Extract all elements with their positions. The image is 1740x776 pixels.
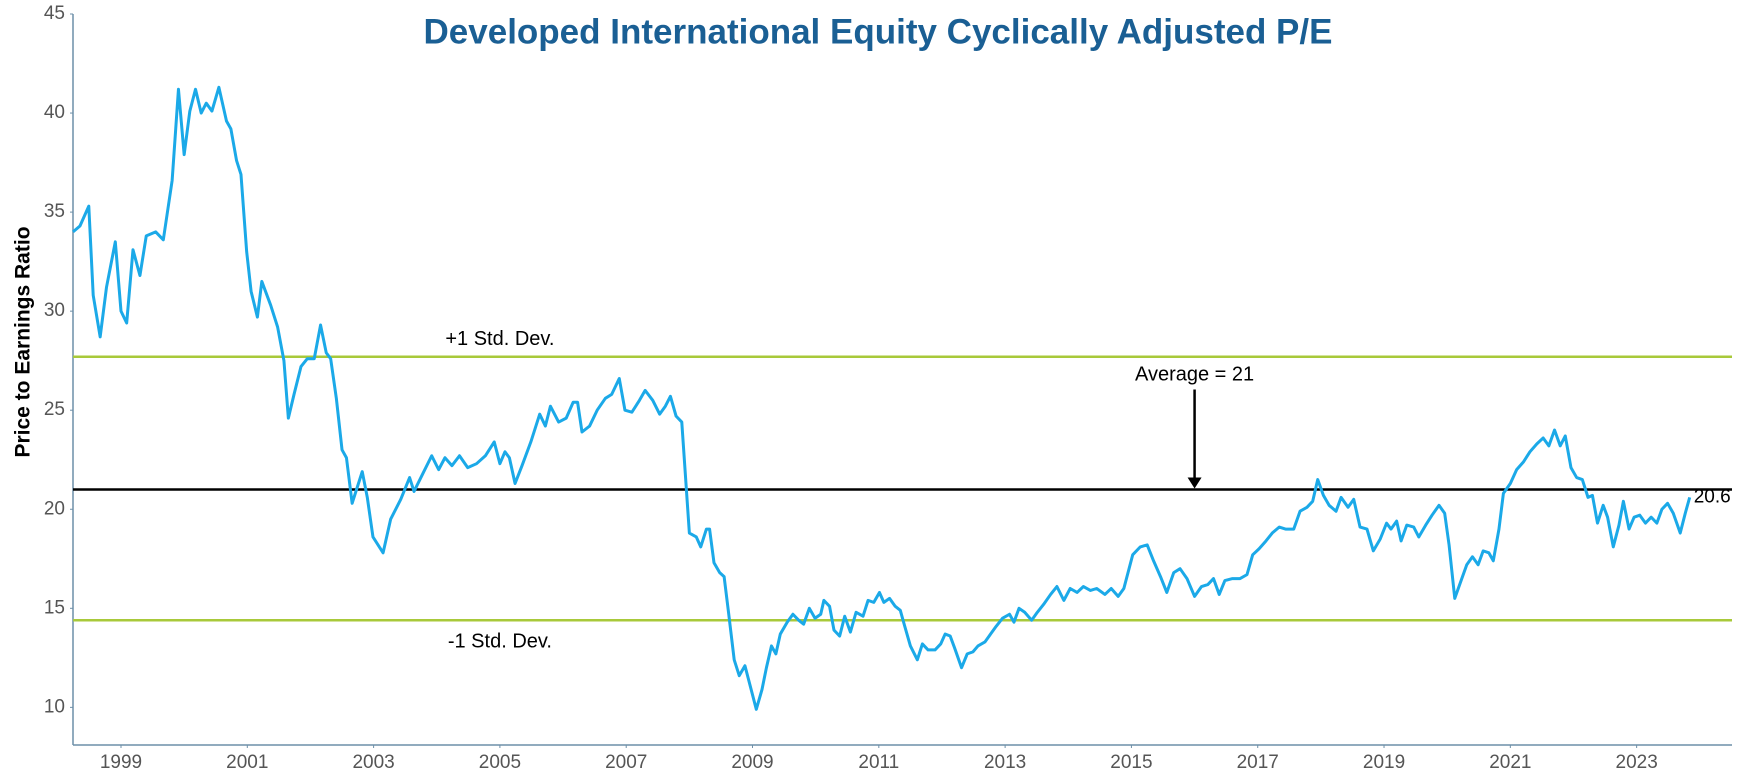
- x-tick-label: 2015: [1110, 752, 1152, 771]
- x-tick-label: 1999: [100, 752, 142, 771]
- x-tick-label: 2021: [1489, 752, 1531, 771]
- x-tick-label: 2005: [479, 752, 521, 771]
- y-tick-label: 45: [44, 3, 65, 24]
- y-axis-label: Price to Earnings Ratio: [12, 226, 35, 457]
- x-tick-label: 2017: [1237, 752, 1279, 771]
- x-tick-label: 2003: [352, 752, 394, 771]
- x-tick-label: 2019: [1363, 752, 1405, 771]
- y-tick-label: 35: [44, 201, 65, 222]
- series-line: [72, 85, 1692, 711]
- x-tick-label: 2009: [731, 752, 773, 771]
- y-tick-label: 10: [44, 696, 65, 717]
- x-tick-label: 2023: [1616, 752, 1658, 771]
- y-tick-label: 15: [44, 597, 65, 618]
- reference-label: -1 Std. Dev.: [448, 630, 552, 652]
- end-value-label: 20.6: [1694, 486, 1731, 507]
- x-tick-label: 2013: [984, 752, 1026, 771]
- y-tick-label: 30: [44, 300, 65, 321]
- y-tick-label: 25: [44, 399, 65, 420]
- x-tick-label: 2001: [226, 752, 268, 771]
- chart-title: Developed International Equity Cyclicall…: [424, 12, 1333, 51]
- reference-label: +1 Std. Dev.: [445, 328, 554, 350]
- x-tick-label: 2007: [605, 752, 647, 771]
- reference-label: Average = 21: [1135, 364, 1254, 386]
- arrow-head: [1187, 477, 1202, 489]
- y-tick-label: 20: [44, 498, 65, 519]
- y-tick-label: 40: [44, 102, 65, 123]
- x-tick-label: 2011: [858, 752, 899, 771]
